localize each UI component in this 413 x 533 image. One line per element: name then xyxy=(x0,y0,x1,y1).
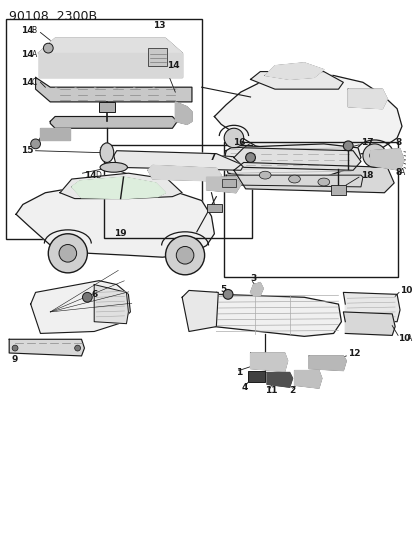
Polygon shape xyxy=(36,77,192,102)
Bar xyxy=(6,19,201,239)
Circle shape xyxy=(176,246,193,264)
Circle shape xyxy=(12,345,18,351)
Polygon shape xyxy=(223,144,360,180)
Text: 14: 14 xyxy=(21,51,33,60)
Polygon shape xyxy=(50,117,177,128)
Polygon shape xyxy=(342,293,399,322)
Polygon shape xyxy=(347,89,387,109)
Text: 14: 14 xyxy=(84,171,97,180)
Ellipse shape xyxy=(138,120,147,125)
Text: 6: 6 xyxy=(91,290,97,299)
Ellipse shape xyxy=(99,120,109,125)
Circle shape xyxy=(48,234,87,273)
Bar xyxy=(247,370,265,382)
Ellipse shape xyxy=(79,120,89,125)
Circle shape xyxy=(59,245,76,262)
Text: 1: 1 xyxy=(235,368,242,377)
Text: 16: 16 xyxy=(233,139,245,148)
Ellipse shape xyxy=(119,120,128,125)
Polygon shape xyxy=(71,177,165,199)
Polygon shape xyxy=(250,282,263,295)
Bar xyxy=(222,179,235,187)
Polygon shape xyxy=(114,151,243,170)
Polygon shape xyxy=(31,281,130,334)
Text: B: B xyxy=(32,26,37,35)
Polygon shape xyxy=(250,353,287,372)
Text: 15: 15 xyxy=(21,146,33,155)
Polygon shape xyxy=(370,149,403,170)
Polygon shape xyxy=(250,71,342,89)
Text: 13: 13 xyxy=(152,21,165,30)
Ellipse shape xyxy=(288,175,300,183)
Polygon shape xyxy=(60,173,182,199)
Polygon shape xyxy=(265,63,323,79)
Circle shape xyxy=(369,151,379,160)
Text: 18: 18 xyxy=(360,171,373,180)
Polygon shape xyxy=(233,148,360,170)
Text: 10: 10 xyxy=(397,334,409,343)
Bar xyxy=(206,205,222,212)
Text: 2: 2 xyxy=(289,385,295,394)
Ellipse shape xyxy=(60,120,70,125)
Bar xyxy=(330,185,345,195)
Polygon shape xyxy=(94,285,128,324)
Text: 17: 17 xyxy=(360,139,373,148)
Text: 8: 8 xyxy=(394,139,401,148)
Circle shape xyxy=(342,141,352,151)
Text: 4: 4 xyxy=(241,383,247,392)
Text: A: A xyxy=(406,334,411,343)
Circle shape xyxy=(31,139,40,149)
Polygon shape xyxy=(214,76,401,156)
Polygon shape xyxy=(175,102,192,124)
Ellipse shape xyxy=(259,171,271,179)
Polygon shape xyxy=(147,165,221,181)
Text: C: C xyxy=(32,78,37,87)
Text: 8: 8 xyxy=(394,168,401,177)
Text: D: D xyxy=(95,171,101,180)
Polygon shape xyxy=(40,128,70,140)
Circle shape xyxy=(82,293,92,302)
Text: 5: 5 xyxy=(220,285,226,294)
Ellipse shape xyxy=(100,163,127,172)
Polygon shape xyxy=(342,312,394,335)
Polygon shape xyxy=(211,293,341,336)
Circle shape xyxy=(223,128,243,148)
Text: 12: 12 xyxy=(347,350,360,359)
Polygon shape xyxy=(38,38,182,68)
Text: A: A xyxy=(399,168,404,177)
Polygon shape xyxy=(182,290,218,332)
Text: 14: 14 xyxy=(167,61,180,70)
Polygon shape xyxy=(9,340,84,356)
Polygon shape xyxy=(206,177,240,193)
Circle shape xyxy=(165,236,204,275)
Circle shape xyxy=(362,144,385,167)
Text: 3: 3 xyxy=(250,274,256,283)
Circle shape xyxy=(223,289,233,299)
Polygon shape xyxy=(266,373,292,387)
Ellipse shape xyxy=(317,178,329,186)
Text: A: A xyxy=(32,51,37,60)
Polygon shape xyxy=(16,187,214,257)
Bar xyxy=(147,48,167,66)
Polygon shape xyxy=(233,163,393,193)
Text: 14: 14 xyxy=(21,26,33,35)
Circle shape xyxy=(245,152,255,163)
Text: 19: 19 xyxy=(114,229,126,238)
Polygon shape xyxy=(38,53,182,77)
Bar xyxy=(99,102,114,111)
Circle shape xyxy=(74,345,81,351)
Text: 9: 9 xyxy=(11,356,17,365)
Text: 14: 14 xyxy=(21,78,33,87)
Text: 90108  2300B: 90108 2300B xyxy=(9,10,97,23)
Text: 7: 7 xyxy=(209,153,215,162)
Circle shape xyxy=(43,43,53,53)
Text: 11: 11 xyxy=(265,385,277,394)
Polygon shape xyxy=(309,356,345,370)
Polygon shape xyxy=(294,370,321,388)
Bar xyxy=(104,145,252,238)
Ellipse shape xyxy=(100,143,114,163)
Bar xyxy=(223,142,397,277)
Text: 10: 10 xyxy=(399,286,411,295)
Polygon shape xyxy=(225,175,362,187)
